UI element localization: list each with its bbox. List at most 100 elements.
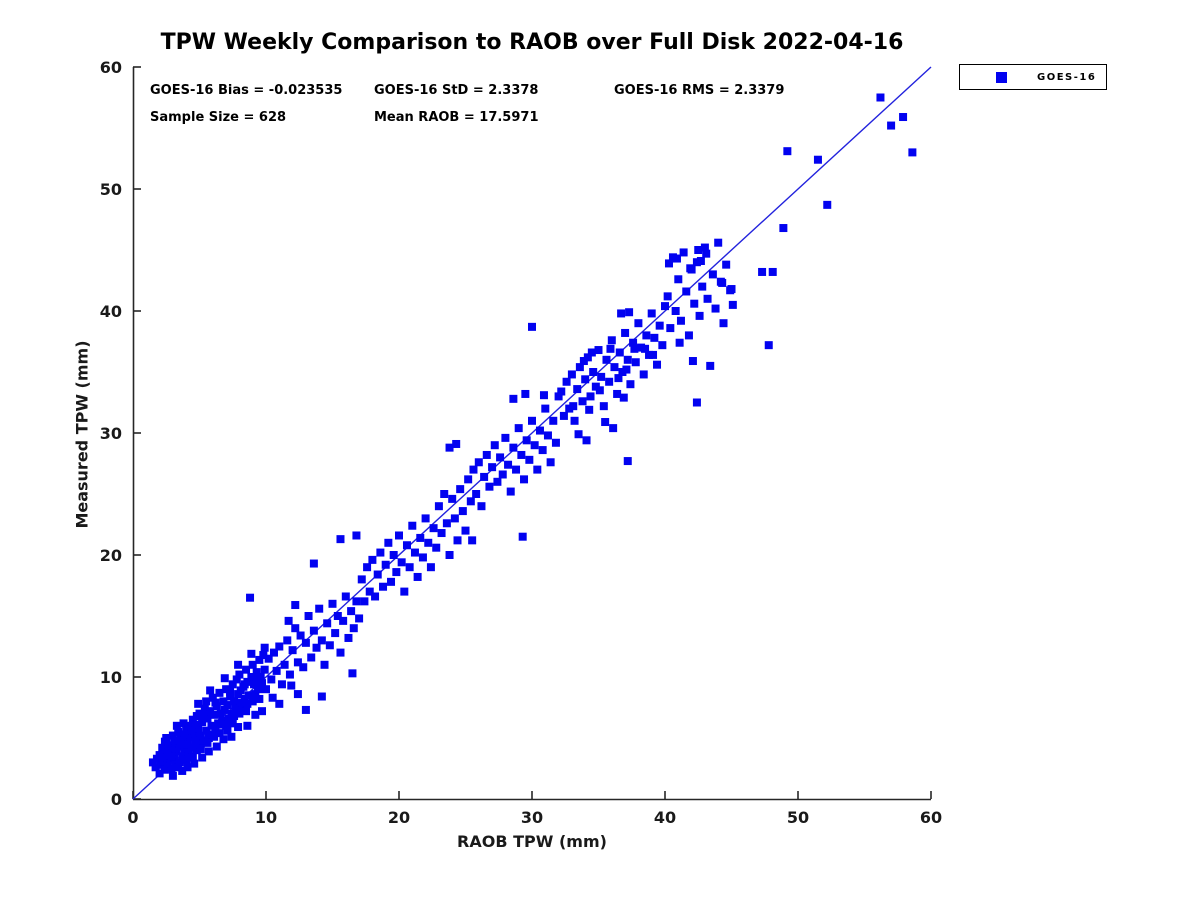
scatter-point — [647, 309, 656, 318]
scatter-point — [533, 465, 542, 474]
scatter-point — [623, 355, 632, 364]
scatter-point — [187, 743, 196, 752]
x-axis-label: RAOB TPW (mm) — [457, 832, 607, 851]
scatter-point — [352, 597, 361, 606]
scatter-point — [700, 243, 709, 252]
scatter-point — [728, 300, 737, 309]
scatter-point — [196, 744, 205, 753]
scatter-point — [387, 577, 396, 586]
scatter-point — [663, 292, 672, 301]
scatter-point — [676, 316, 685, 325]
scatter-point — [684, 331, 693, 340]
scatter-point — [622, 365, 631, 374]
scatter-point — [376, 548, 385, 557]
scatter-point — [357, 575, 366, 584]
scatter-point — [469, 465, 478, 474]
scatter-point — [599, 402, 608, 411]
stat-std: GOES-16 StD = 2.3378 — [374, 83, 539, 98]
scatter-point — [823, 200, 832, 209]
scatter-point — [252, 674, 261, 683]
scatter-point — [623, 457, 632, 466]
scatter-point — [368, 555, 377, 564]
scatter-point — [602, 355, 611, 364]
scatter-point — [512, 465, 521, 474]
scatter-point — [402, 541, 411, 550]
scatter-point — [352, 531, 361, 540]
scatter-point — [546, 458, 555, 467]
scatter-point — [445, 551, 454, 559]
scatter-point — [348, 669, 357, 678]
scatter-point — [202, 697, 211, 706]
scatter-point — [452, 439, 461, 448]
scatter-point — [296, 631, 305, 640]
scatter-point — [567, 370, 576, 379]
scatter-point — [194, 699, 203, 708]
scatter-point — [244, 691, 253, 700]
scatter-point — [543, 431, 552, 440]
scatter-point — [365, 587, 374, 596]
scatter-point — [163, 759, 172, 768]
scatter-point — [609, 424, 618, 433]
scatter-point — [206, 686, 215, 695]
scatter-point — [275, 642, 284, 651]
scatter-point — [255, 655, 264, 664]
x-tick-label: 10 — [255, 808, 277, 827]
scatter-point — [198, 753, 207, 762]
scatter-point — [429, 524, 438, 533]
scatter-point — [589, 368, 598, 376]
scatter-point — [228, 680, 237, 689]
scatter-point — [284, 616, 293, 625]
scatter-point — [242, 707, 251, 716]
scatter-point — [570, 416, 579, 425]
scatter-point — [234, 723, 243, 732]
scatter-point — [468, 536, 477, 545]
scatter-point — [264, 654, 273, 663]
scatter-point — [246, 593, 255, 602]
scatter-point — [277, 680, 286, 689]
scatter-point — [525, 455, 534, 464]
scatter-point — [291, 601, 300, 610]
scatter-point — [336, 648, 345, 657]
scatter-point — [480, 472, 489, 481]
scatter-point — [312, 643, 321, 652]
scatter-point — [675, 338, 684, 347]
scatter-point — [212, 742, 221, 751]
scatter-point — [456, 485, 465, 494]
y-tick-label: 0 — [111, 790, 122, 809]
scatter-point — [613, 389, 622, 398]
scatter-point — [690, 299, 699, 308]
scatter-point — [240, 680, 249, 689]
scatter-point — [682, 287, 691, 296]
scatter-point — [634, 319, 643, 328]
scatter-point — [426, 563, 435, 572]
scatter-point — [293, 690, 302, 699]
scatter-point — [501, 433, 510, 442]
scatter-point — [268, 693, 277, 702]
scatter-point — [291, 624, 300, 633]
scatter-point — [569, 402, 578, 411]
scatter-point — [254, 685, 263, 694]
identity-line — [132, 66, 932, 800]
scatter-point — [719, 319, 728, 328]
scatter-point — [186, 753, 195, 762]
scatter-point — [235, 709, 244, 718]
scatter-point — [779, 224, 788, 233]
scatter-point — [440, 490, 449, 498]
scatter-point — [259, 651, 268, 660]
scatter-point — [626, 380, 635, 389]
scatter-point — [255, 694, 264, 703]
scatter-point — [215, 729, 224, 738]
scatter-point — [336, 535, 345, 544]
scatter-point — [203, 738, 212, 747]
scatter-point — [211, 698, 220, 707]
scatter-point — [371, 592, 380, 601]
scatter-point — [706, 361, 715, 370]
scatter-point — [178, 766, 187, 775]
scatter-point — [272, 666, 281, 675]
x-tick-label: 20 — [388, 808, 410, 827]
scatter-point — [160, 737, 169, 746]
scatter-point — [813, 155, 822, 164]
scatter-point — [179, 719, 188, 728]
scatter-point — [601, 418, 610, 427]
scatter-point — [718, 278, 727, 287]
